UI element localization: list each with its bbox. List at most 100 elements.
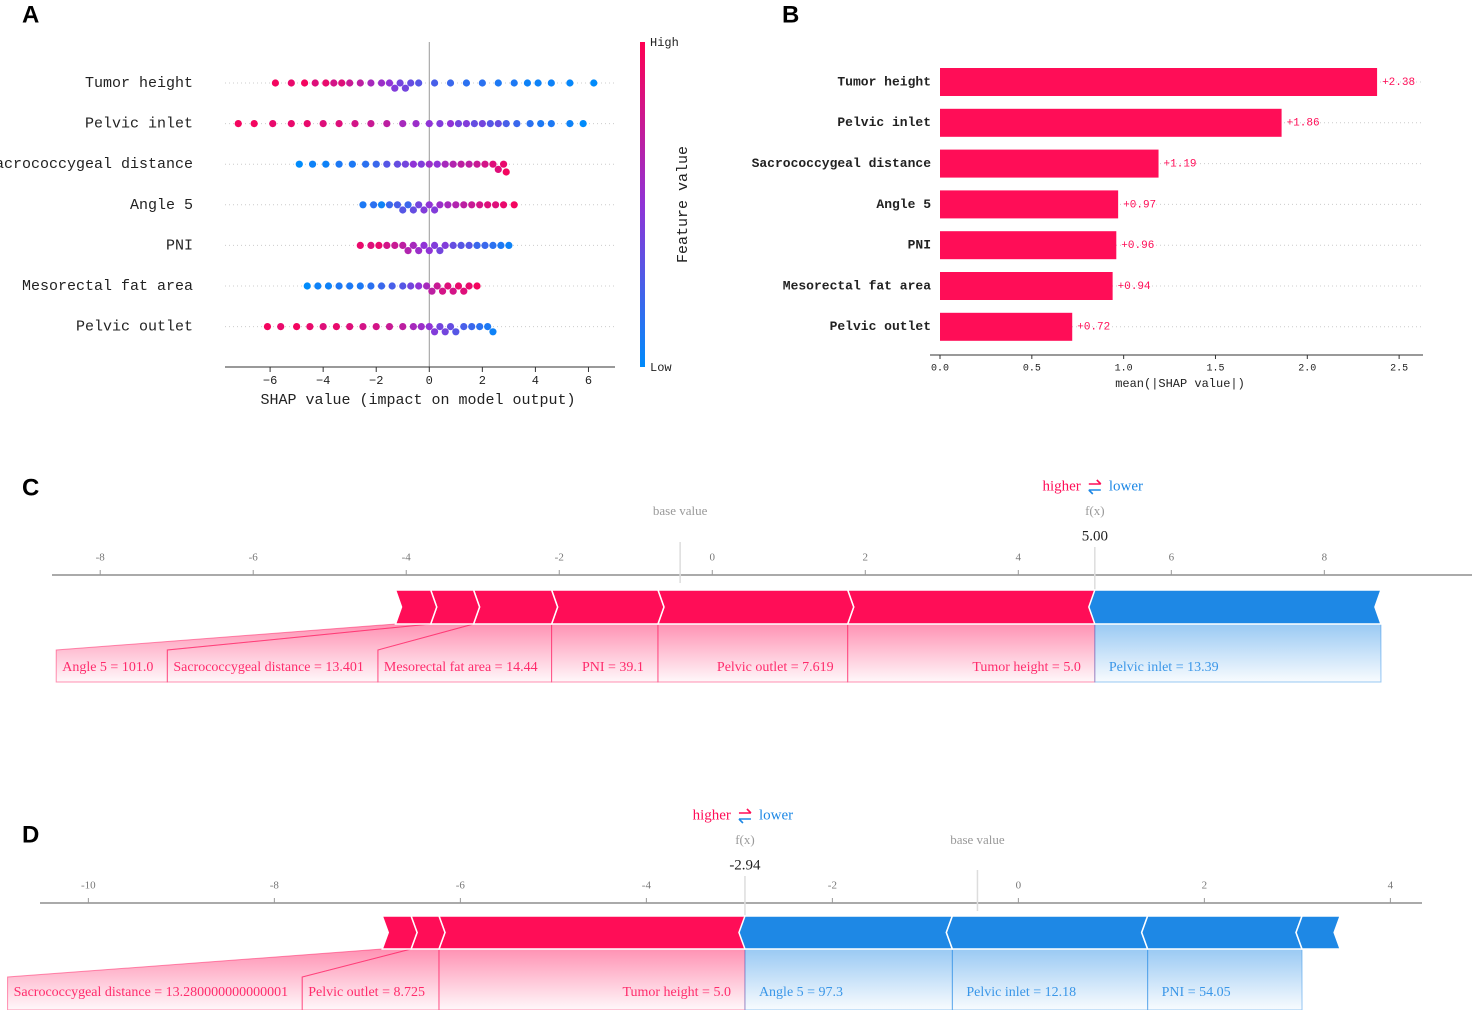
- dot: [407, 79, 415, 87]
- dot: [449, 241, 457, 249]
- dot: [436, 120, 444, 128]
- dot: [430, 328, 439, 336]
- dot: [417, 160, 425, 168]
- bar: [940, 272, 1113, 300]
- dot: [484, 323, 492, 331]
- dot: [473, 160, 481, 168]
- dot: [436, 323, 444, 331]
- dot: [534, 79, 542, 87]
- dot: [430, 79, 439, 87]
- feature-label: Tumor height = 5.0: [622, 985, 731, 1000]
- dot: [457, 241, 465, 249]
- dot: [356, 282, 364, 290]
- dot: [287, 120, 295, 128]
- dot: [476, 201, 484, 209]
- dot: [425, 201, 433, 209]
- legend-higher: higher: [693, 807, 731, 823]
- dot: [537, 120, 545, 128]
- x-tick-label: 0: [710, 552, 716, 564]
- x-tick-label: -4: [402, 552, 412, 564]
- dot: [396, 79, 404, 87]
- dot: [399, 282, 407, 290]
- dot: [367, 241, 375, 249]
- dot: [277, 323, 285, 331]
- value-label: +2.38: [1382, 77, 1415, 89]
- x-tick-label: 0: [1016, 880, 1022, 892]
- dot: [399, 120, 407, 128]
- dot: [385, 79, 394, 87]
- x-tick-label: -10: [81, 880, 96, 892]
- dot: [478, 79, 486, 87]
- dot: [566, 120, 574, 128]
- feature-label: Angle 5 = 97.3: [759, 985, 843, 1000]
- dot: [404, 247, 412, 255]
- feature-label: Sacrococcygeal distance = 13.28000000000…: [14, 985, 289, 1000]
- dot: [425, 247, 433, 255]
- dot: [494, 79, 502, 87]
- value-label: +0.97: [1123, 199, 1156, 211]
- dot: [446, 79, 455, 87]
- bar: [940, 312, 1073, 341]
- dot: [484, 201, 492, 209]
- dot: [359, 323, 367, 331]
- legend-lower: lower: [759, 807, 793, 823]
- legend-arrow-lower: [1088, 489, 1101, 495]
- dot: [409, 241, 417, 249]
- category-label: Tumor height: [85, 75, 193, 92]
- dot: [417, 323, 425, 331]
- dot: [481, 160, 489, 168]
- dot: [547, 79, 555, 87]
- dot: [367, 120, 375, 128]
- category-label: PNI: [908, 238, 931, 253]
- label-layer: Tumor height = 5.0 Pelvic outlet = 8.725 S…: [7, 948, 1303, 1010]
- legend-arrow-lower: [738, 818, 751, 824]
- x-tick-label: −2: [369, 374, 383, 388]
- dot: [436, 201, 444, 209]
- dot: [412, 120, 420, 128]
- dot: [391, 84, 399, 92]
- dot: [513, 120, 521, 128]
- dot: [433, 160, 441, 168]
- feature-label: Pelvic outlet = 8.725: [308, 985, 425, 1000]
- dot: [375, 241, 383, 249]
- dot: [356, 241, 364, 249]
- dot: [348, 160, 356, 168]
- x-tick-label: -8: [96, 552, 106, 564]
- dot: [489, 241, 497, 249]
- dot: [250, 120, 258, 128]
- dot: [332, 323, 341, 331]
- force-segment-lower: [1088, 589, 1383, 625]
- dot: [444, 201, 452, 209]
- dot: [462, 79, 471, 87]
- dot: [444, 282, 452, 290]
- dot: [428, 287, 436, 295]
- feature-label: PNI = 54.05: [1162, 985, 1231, 1000]
- fx-label: f(x): [735, 832, 755, 847]
- x-tick-label: 4: [1016, 552, 1022, 564]
- x-tick-label: 2.0: [1298, 364, 1316, 375]
- x-tick-label: 2: [863, 552, 869, 564]
- category-label: Angle 5: [130, 197, 193, 214]
- dot: [369, 201, 378, 209]
- label-connector: [438, 948, 746, 1010]
- label-layer: Tumor height = 5.0 Pelvic outlet = 7.619 P…: [55, 623, 1382, 683]
- feature-label: Mesorectal fat area = 14.44: [384, 660, 538, 675]
- category-label: PNI: [166, 237, 193, 254]
- dot: [407, 282, 415, 290]
- dot: [441, 328, 449, 336]
- dot: [502, 168, 510, 176]
- dot: [263, 323, 272, 331]
- category-label: Pelvic outlet: [830, 319, 931, 334]
- category-label: Sacrococcygeal distance: [752, 156, 932, 171]
- force-segment-higher: [656, 589, 855, 625]
- category-label: Mesorectal fat area: [783, 278, 931, 293]
- dot: [322, 79, 330, 87]
- colorbar-high: High: [650, 36, 679, 50]
- x-tick-label: -2: [555, 552, 564, 564]
- base-value-label: base value: [950, 832, 1005, 847]
- dot: [423, 282, 431, 290]
- dot: [502, 120, 510, 128]
- force-segment-higher: [381, 915, 418, 950]
- dot: [271, 79, 280, 87]
